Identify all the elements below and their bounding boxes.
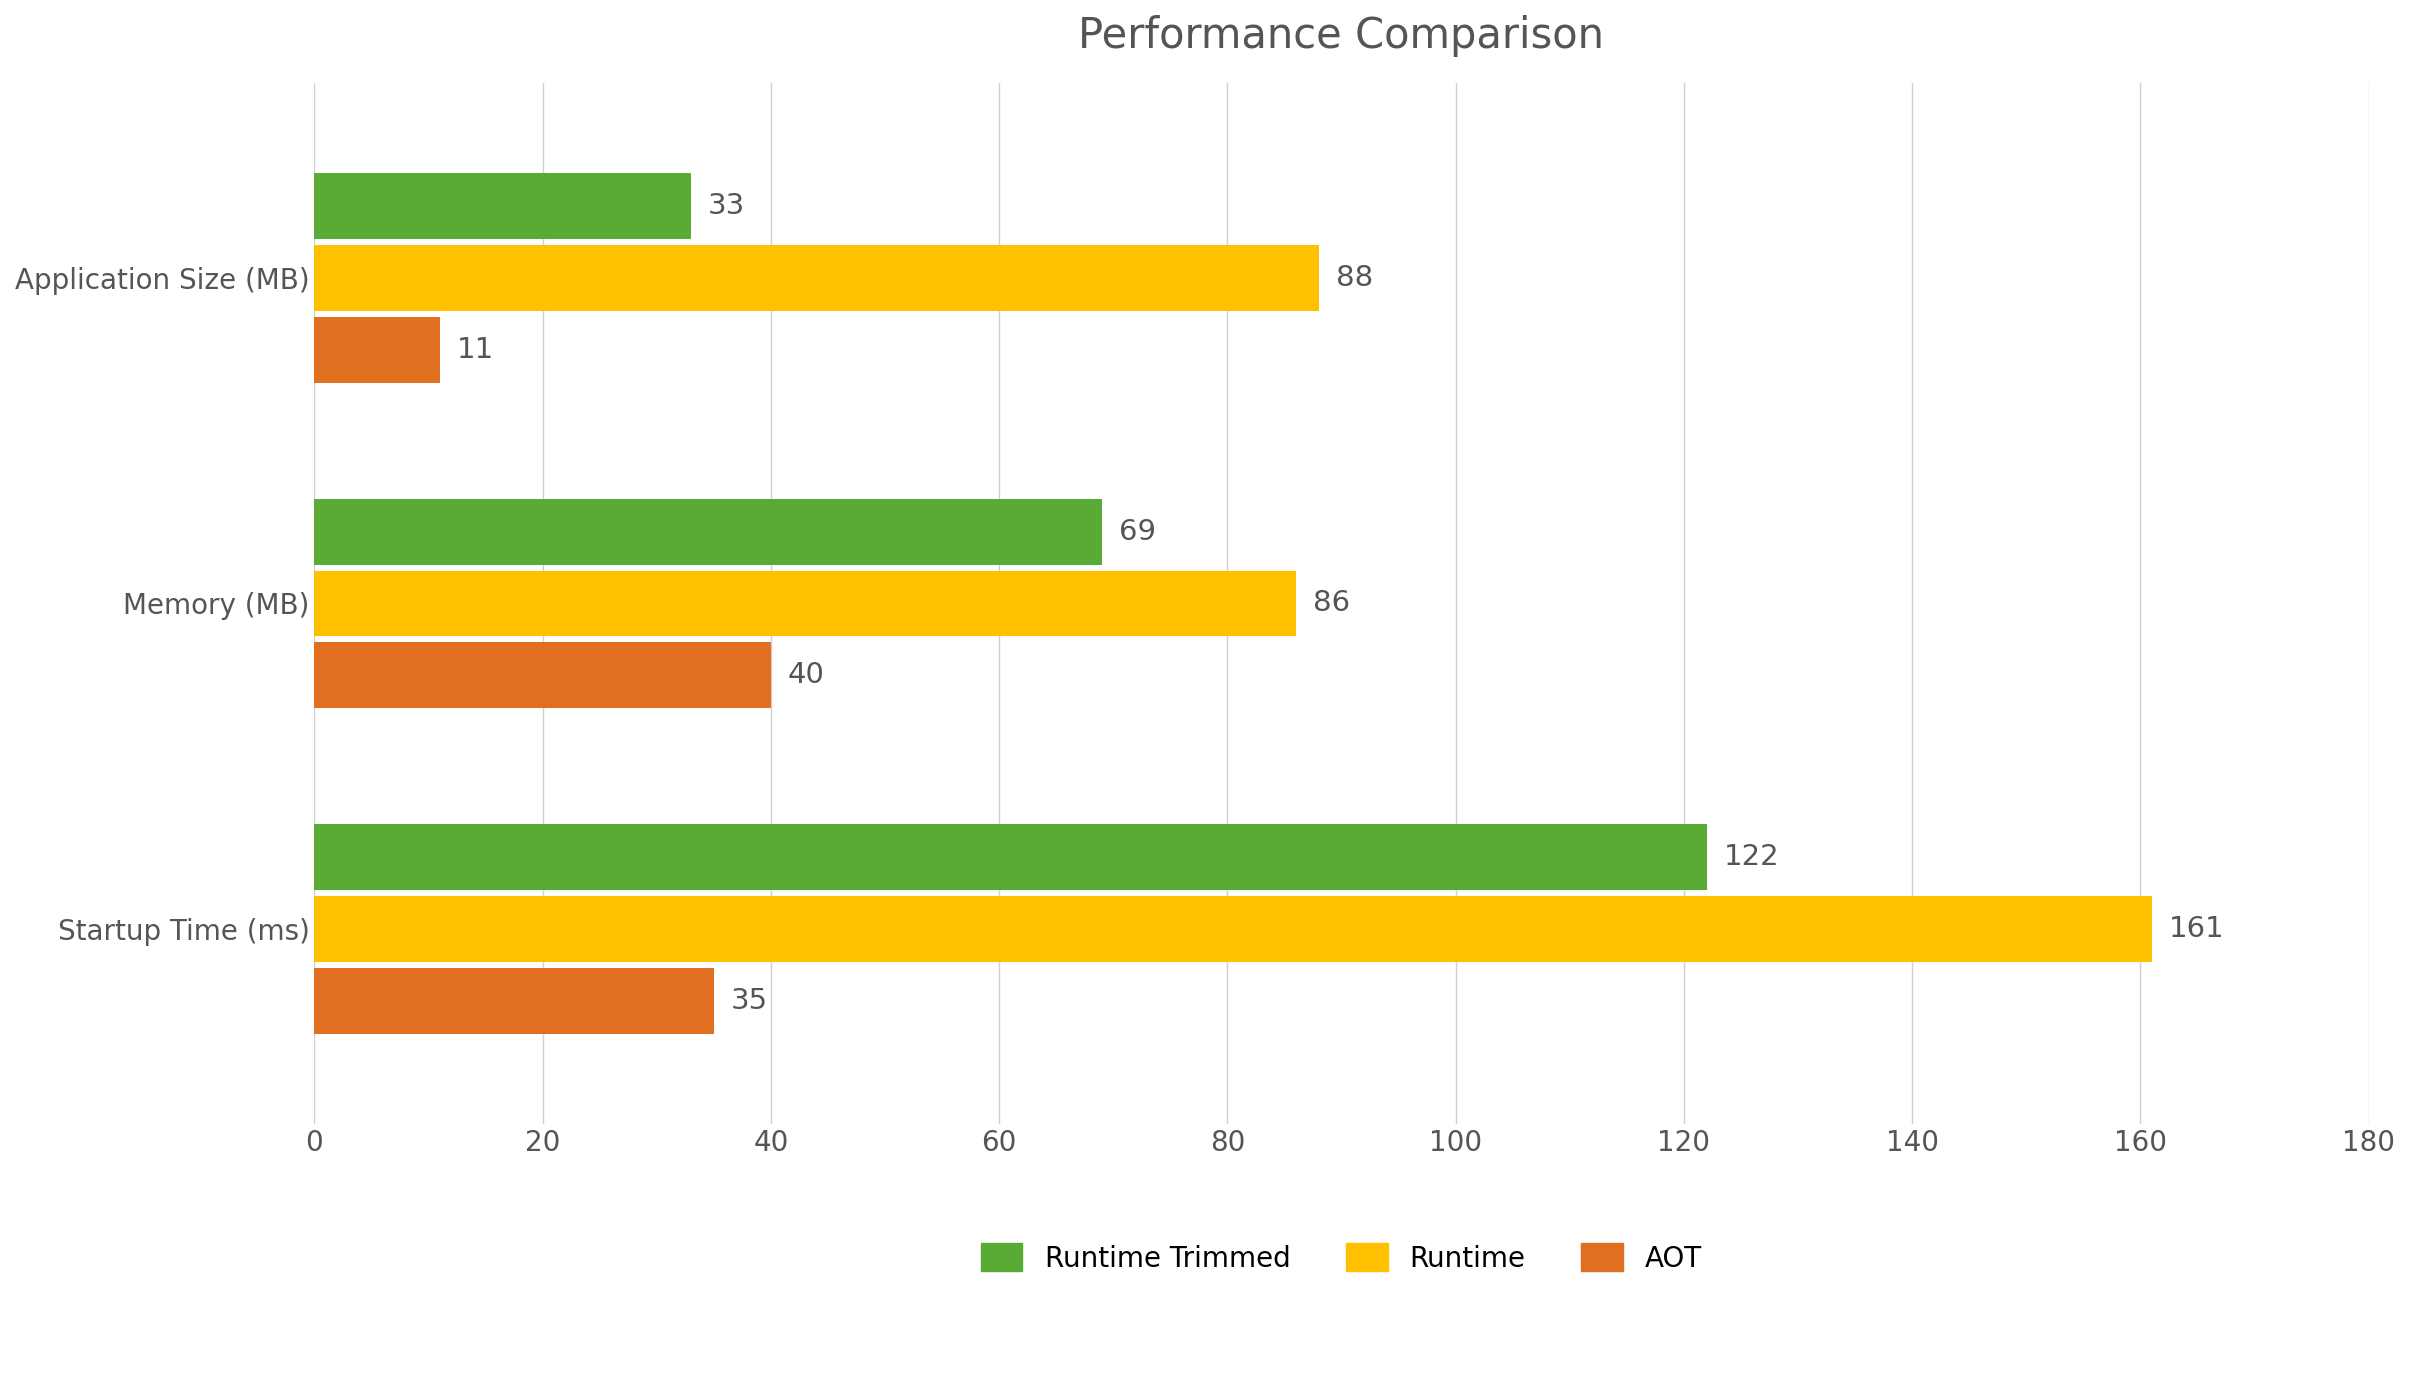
Text: 122: 122	[1723, 843, 1779, 871]
Bar	[313, 896, 2152, 962]
Bar	[313, 967, 713, 1033]
Text: 35: 35	[730, 987, 769, 1015]
Legend: Runtime Trimmed, Runtime, AOT: Runtime Trimmed, Runtime, AOT	[969, 1232, 1714, 1284]
Text: 11: 11	[458, 336, 494, 364]
Text: 161: 161	[2169, 916, 2224, 944]
Title: Performance Comparison: Performance Comparison	[1080, 15, 1605, 57]
Text: 86: 86	[1313, 589, 1350, 617]
Text: 88: 88	[1335, 265, 1374, 293]
Text: 69: 69	[1118, 518, 1157, 546]
Bar	[313, 316, 441, 382]
Bar	[313, 174, 692, 239]
Bar	[313, 571, 1297, 637]
Bar	[313, 498, 1101, 564]
Bar	[313, 245, 1318, 311]
Bar	[313, 643, 771, 708]
Text: 40: 40	[788, 661, 824, 689]
Text: 33: 33	[709, 192, 745, 220]
Bar	[313, 825, 1706, 890]
